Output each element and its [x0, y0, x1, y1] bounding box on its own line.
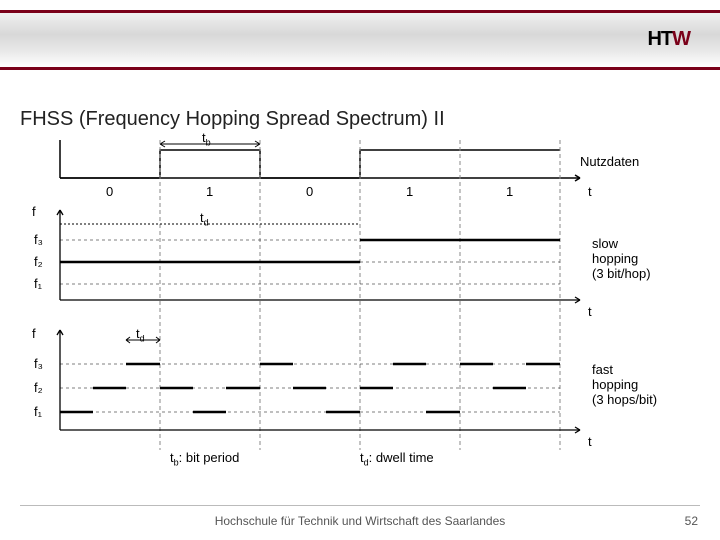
t-axis-slow: t — [588, 304, 592, 319]
f2-slow: f₂ — [34, 254, 43, 269]
footer-text: Hochschule für Technik und Wirtschaft de… — [0, 514, 720, 528]
bit-4: 1 — [506, 184, 513, 199]
header-band — [0, 10, 720, 70]
bit-0: 0 — [106, 184, 113, 199]
nutzdaten-label: Nutzdaten — [580, 154, 639, 169]
f3-fast: f₃ — [34, 356, 43, 371]
f3-slow: f₃ — [34, 232, 43, 247]
td-fast-label: td — [136, 326, 145, 344]
tb-label: tb — [202, 130, 211, 148]
slow-hopping-label: slow hopping (3 bit/hop) — [592, 236, 651, 281]
footer-divider — [20, 505, 700, 506]
page-number: 52 — [685, 514, 698, 528]
fast-hopping-label: fast hopping (3 hops/bit) — [592, 362, 657, 407]
t-axis-fast: t — [588, 434, 592, 449]
t-axis-top: t — [588, 184, 592, 199]
td-caption: td: dwell time — [360, 450, 434, 468]
logo: HTW — [647, 28, 690, 51]
diagram-svg — [20, 140, 700, 480]
f1-fast: f₁ — [34, 404, 42, 419]
bit-3: 1 — [406, 184, 413, 199]
f-axis-slow: f — [32, 204, 36, 219]
f1-slow: f₁ — [34, 276, 42, 291]
td-slow-label: td — [200, 210, 209, 228]
f-axis-fast: f — [32, 326, 36, 341]
bit-1: 1 — [206, 184, 213, 199]
logo-main: HT — [647, 28, 672, 50]
logo-accent: W — [672, 28, 690, 50]
tb-caption: tb: bit period — [170, 450, 239, 468]
f2-fast: f₂ — [34, 380, 43, 395]
page-title: FHSS (Frequency Hopping Spread Spectrum)… — [20, 108, 445, 131]
fhss-diagram: tb Nutzdaten 0 1 0 1 1 t f f₃ f₂ f₁ td t… — [20, 140, 700, 480]
bit-2: 0 — [306, 184, 313, 199]
